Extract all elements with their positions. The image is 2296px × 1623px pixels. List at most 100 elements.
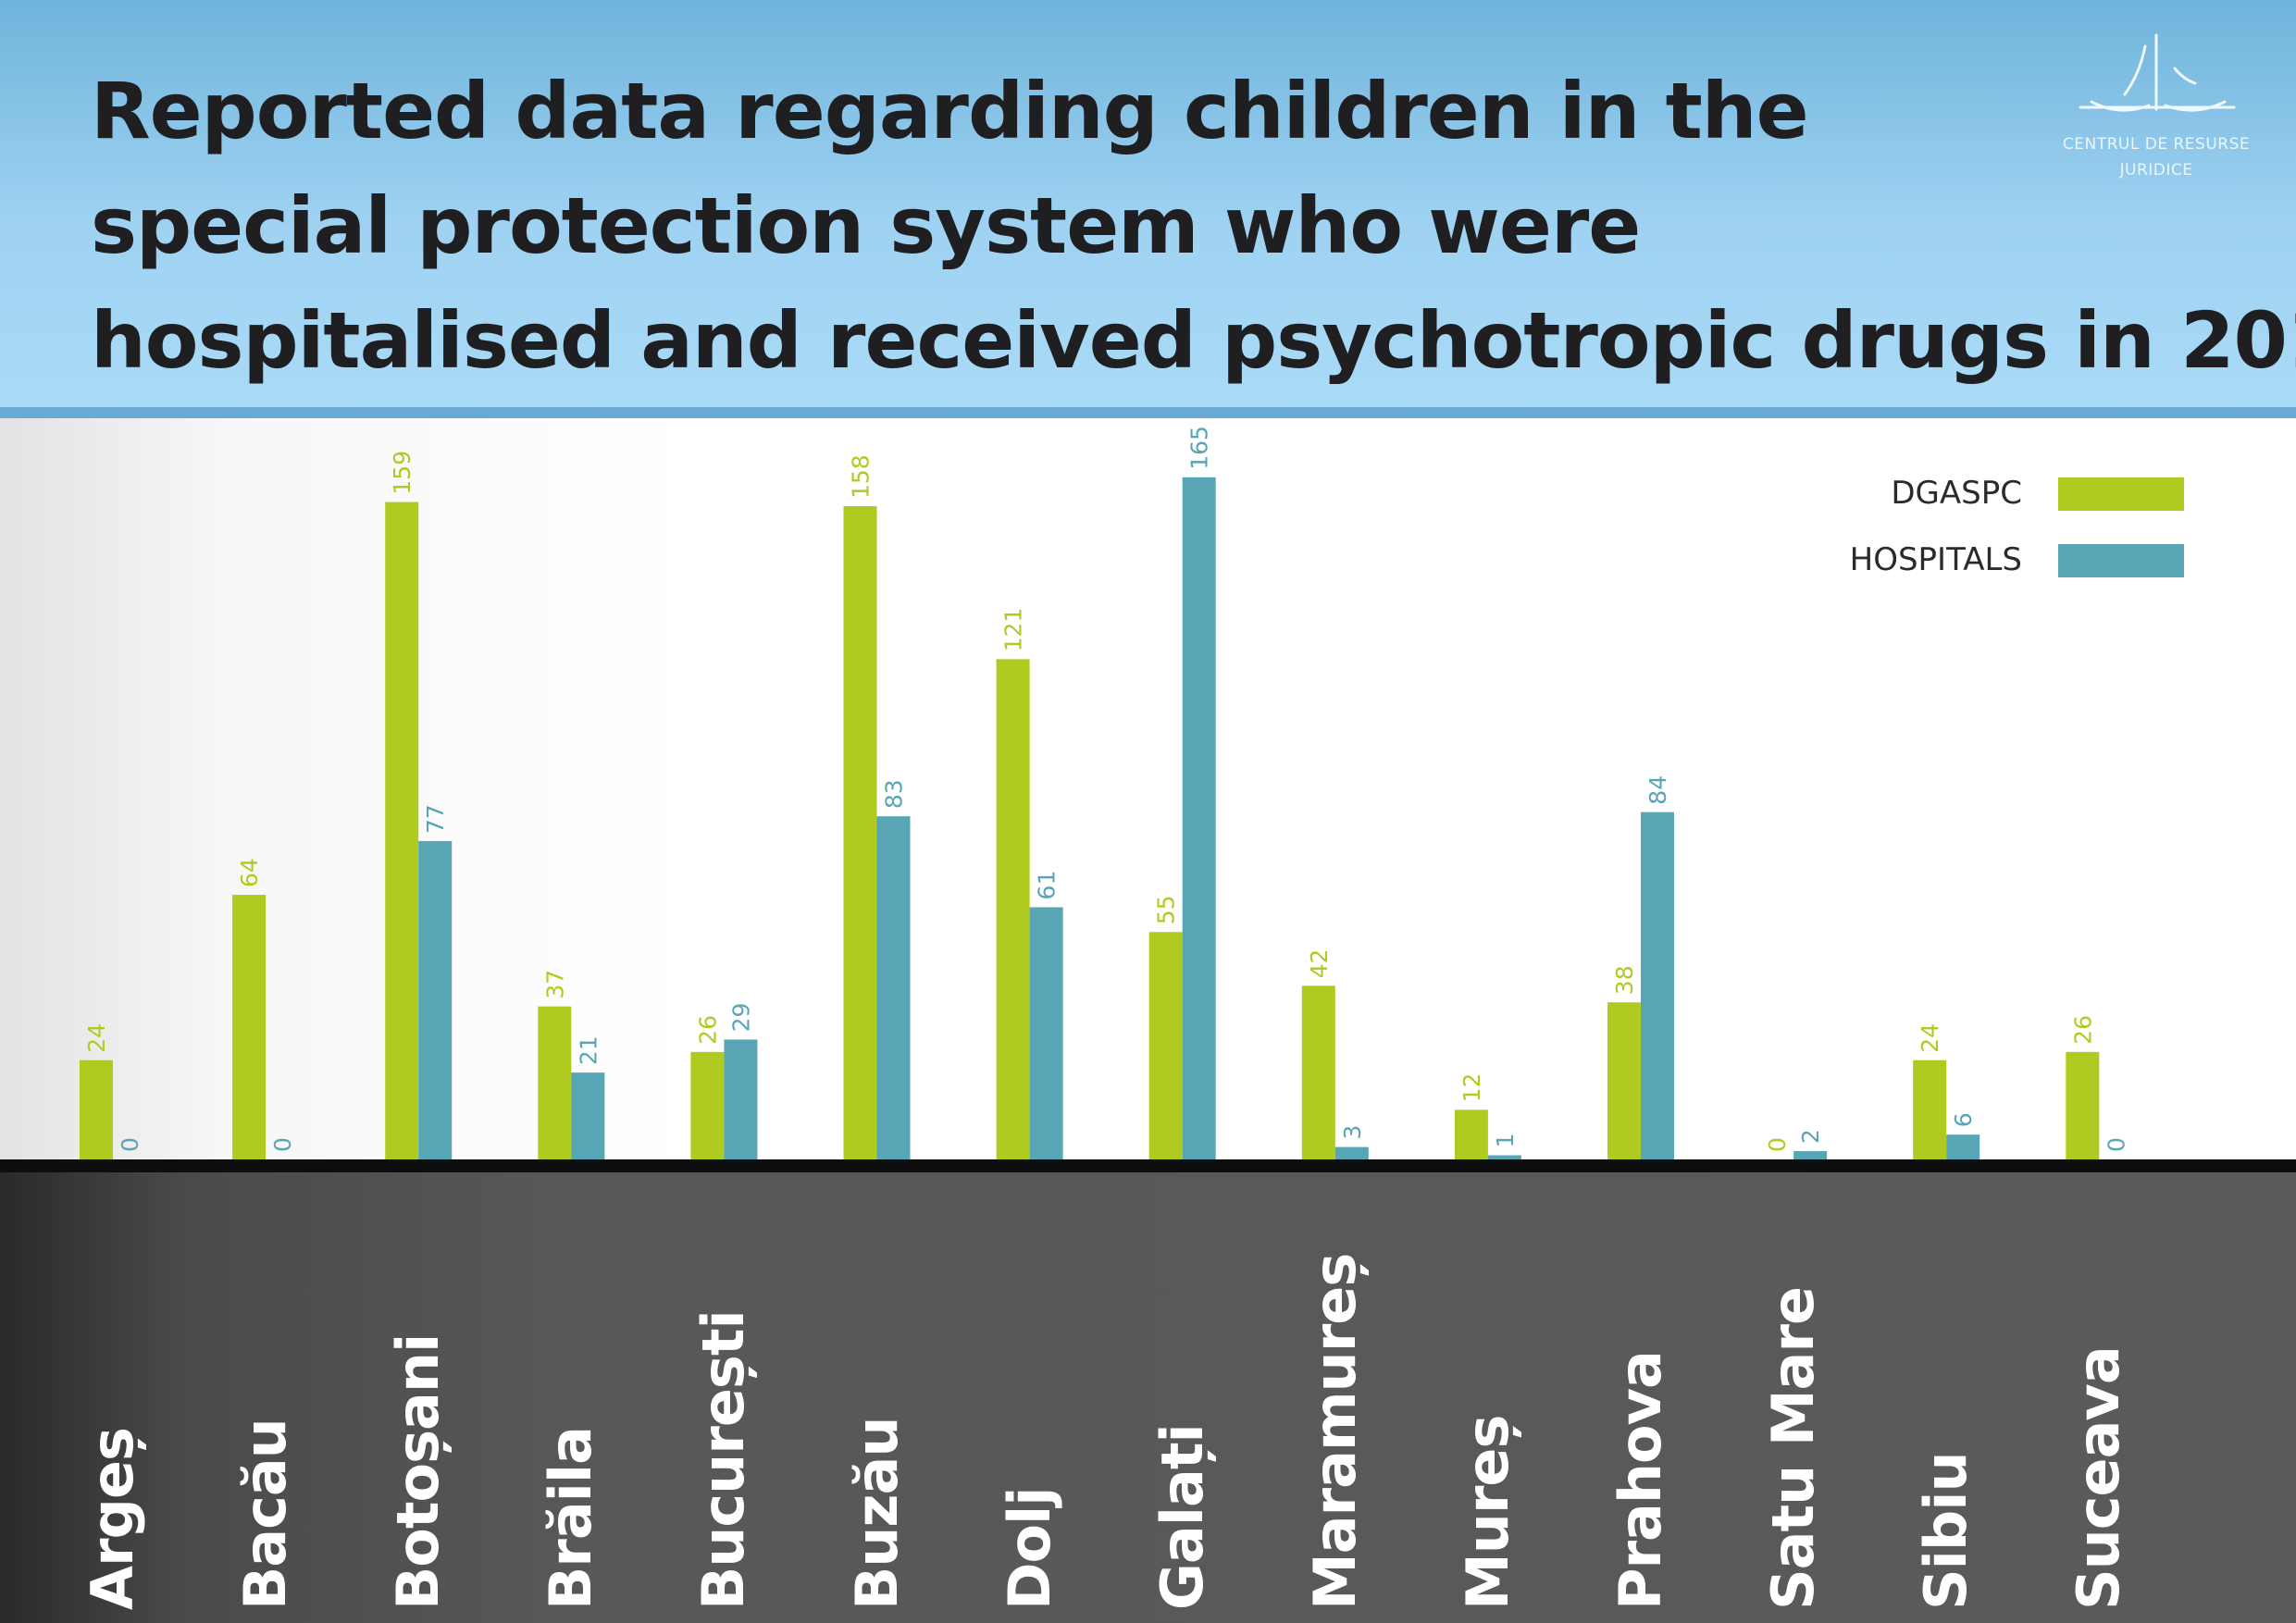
category-label-satu-mare: Satu Mare — [1756, 1221, 1831, 1610]
data-label-dgaspc-satu-mare: 0 — [1764, 1137, 1791, 1152]
category-label-botosani: Botoșani — [380, 1221, 456, 1610]
scales-logo-icon — [2079, 33, 2236, 112]
data-label-hospitals-sibiu: 6 — [1950, 1112, 1977, 1127]
bar-dgaspc-buzau — [843, 506, 877, 1159]
category-label-text-bucuresti: București — [689, 1310, 758, 1610]
category-label-sibiu: Sibiu — [1908, 1221, 1984, 1610]
category-label-bucuresti: București — [686, 1221, 762, 1610]
bar-dgaspc-suceava — [2066, 1051, 2100, 1159]
bar-hospitals-bucuresti — [724, 1039, 758, 1159]
category-label-text-arges: Argeș — [79, 1428, 146, 1610]
category-label-maramures: Maramureș — [1297, 1221, 1373, 1610]
logo-text-line-1: CENTRUL DE RESURSE — [2062, 135, 2251, 154]
data-label-dgaspc-buzau: 158 — [848, 454, 875, 499]
data-label-hospitals-braila: 21 — [575, 1035, 602, 1065]
category-label-galati: Galați — [1145, 1221, 1221, 1610]
category-label-prahova: Prahova — [1603, 1221, 1679, 1610]
plot-background — [0, 418, 2296, 1163]
legend-swatch-hospitals — [2058, 544, 2184, 577]
bar-hospitals-dolj — [1029, 907, 1063, 1159]
data-label-dgaspc-sibiu: 24 — [1917, 1023, 1943, 1053]
bar-dgaspc-bacau — [232, 895, 267, 1159]
data-label-hospitals-suceava: 0 — [2103, 1137, 2129, 1152]
category-band — [0, 1163, 2296, 1623]
data-label-dgaspc-bacau: 64 — [236, 858, 263, 887]
data-label-hospitals-arges: 0 — [117, 1137, 143, 1152]
data-label-hospitals-satu-mare: 2 — [1797, 1129, 1824, 1144]
category-label-text-buzau: Buzău — [842, 1417, 911, 1610]
bar-hospitals-satu-mare — [1793, 1151, 1828, 1159]
bar-hospitals-galati — [1182, 477, 1216, 1159]
category-label-arges: Argeș — [75, 1221, 151, 1610]
data-label-hospitals-buzau: 83 — [881, 779, 908, 809]
bar-hospitals-prahova — [1641, 812, 1674, 1159]
bar-hospitals-sibiu — [1946, 1134, 1980, 1159]
category-label-buzau: Buzău — [839, 1221, 915, 1610]
data-label-dgaspc-arges: 24 — [83, 1023, 110, 1053]
legend: DGASPC HOSPITALS — [1758, 467, 2184, 588]
category-label-text-suceava: Suceava — [2065, 1346, 2133, 1610]
header-divider — [0, 407, 2296, 418]
bar-dgaspc-bucuresti — [690, 1051, 725, 1159]
bar-dgaspc-prahova — [1607, 1002, 1641, 1159]
data-label-hospitals-mures: 1 — [1492, 1134, 1519, 1148]
legend-label-hospitals: HOSPITALS — [1849, 541, 2022, 578]
category-label-bacau: Bacău — [228, 1221, 304, 1610]
data-label-hospitals-bacau: 0 — [269, 1137, 296, 1152]
category-labels: Argeș Bacău Botoșani Brăila București Buzău Do… — [0, 1221, 2296, 1610]
data-label-dgaspc-braila: 37 — [541, 970, 568, 999]
chart-title: Reported data regarding children in the … — [91, 54, 2296, 398]
category-label-text-dolj: Dolj — [995, 1487, 1063, 1610]
bar-dgaspc-maramures — [1301, 985, 1335, 1159]
bar-dgaspc-braila — [538, 1006, 572, 1159]
category-label-text-satu-mare: Satu Mare — [1759, 1286, 1828, 1610]
data-label-dgaspc-galati: 55 — [1153, 895, 1180, 924]
category-label-text-braila: Brăila — [537, 1426, 605, 1610]
data-label-dgaspc-dolj: 121 — [1000, 608, 1027, 652]
category-label-mures: Mureș — [1450, 1221, 1526, 1610]
data-label-hospitals-dolj: 61 — [1034, 871, 1061, 900]
category-label-text-botosani: Botoșani — [384, 1333, 453, 1610]
x-axis-baseline — [0, 1159, 2296, 1172]
bar-dgaspc-sibiu — [1913, 1059, 1947, 1159]
category-label-text-maramures: Maramureș — [1300, 1253, 1369, 1610]
data-label-dgaspc-bucuresti: 26 — [694, 1015, 721, 1045]
bar-hospitals-mures — [1487, 1155, 1521, 1159]
bar-hospitals-maramures — [1334, 1146, 1369, 1159]
bar-dgaspc-arges — [80, 1059, 113, 1159]
bar-dgaspc-botosani — [385, 502, 419, 1159]
data-label-hospitals-bucuresti: 29 — [727, 1003, 754, 1033]
category-label-text-mures: Mureș — [1453, 1415, 1521, 1610]
legend-label-dgaspc: DGASPC — [1891, 475, 2022, 512]
data-label-dgaspc-suceava: 26 — [2069, 1015, 2096, 1045]
data-label-dgaspc-prahova: 38 — [1611, 965, 1638, 995]
data-label-hospitals-maramures: 3 — [1339, 1125, 1366, 1140]
chart-title-line-2: special protection system who were — [91, 180, 1641, 271]
bar-hospitals-botosani — [418, 840, 453, 1159]
data-label-dgaspc-mures: 12 — [1458, 1073, 1485, 1103]
data-label-hospitals-botosani: 77 — [422, 804, 449, 834]
category-label-braila: Brăila — [533, 1221, 609, 1610]
chart-title-line-3: hospitalised and received psychotropic d… — [91, 295, 2296, 386]
legend-item-dgaspc: DGASPC — [1758, 475, 2184, 512]
category-label-text-sibiu: Sibiu — [1912, 1452, 1980, 1610]
data-label-dgaspc-maramures: 42 — [1306, 949, 1333, 979]
data-label-hospitals-galati: 165 — [1186, 426, 1213, 470]
category-label-suceava: Suceava — [2061, 1221, 2137, 1610]
logo-text-line-2: JURIDICE — [2119, 161, 2193, 180]
category-label-text-prahova: Prahova — [1607, 1351, 1674, 1610]
bar-dgaspc-mures — [1454, 1109, 1488, 1159]
bar-dgaspc-galati — [1148, 932, 1183, 1159]
data-label-hospitals-prahova: 84 — [1644, 775, 1671, 805]
category-label-text-galati: Galați — [1148, 1424, 1216, 1610]
category-label-dolj: Dolj — [992, 1221, 1068, 1610]
bar-hospitals-braila — [571, 1072, 605, 1159]
bar-hospitals-buzau — [876, 816, 911, 1159]
data-label-dgaspc-botosani: 159 — [389, 451, 416, 495]
legend-item-hospitals: HOSPITALS — [1758, 541, 2184, 578]
legend-swatch-dgaspc — [2058, 477, 2184, 511]
category-label-text-bacau: Bacău — [231, 1419, 300, 1610]
organization-logo: CENTRUL DE RESURSE JURIDICE — [2036, 28, 2277, 185]
chart-title-line-1: Reported data regarding children in the — [91, 66, 1809, 156]
